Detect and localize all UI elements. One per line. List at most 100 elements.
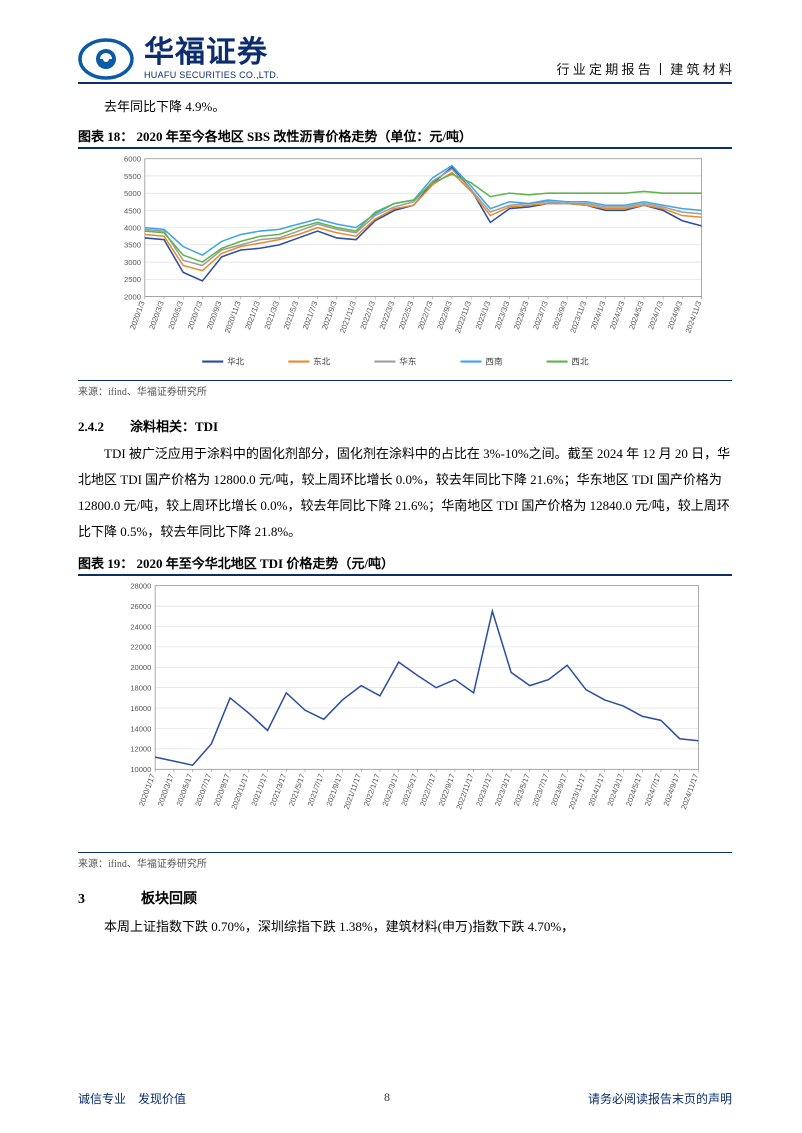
svg-text:4500: 4500	[124, 206, 141, 215]
svg-text:2020/7/3: 2020/7/3	[186, 300, 205, 331]
svg-text:18000: 18000	[130, 684, 151, 693]
section-2-4-2-heading: 2.4.2 涂料相关：TDI	[78, 416, 732, 435]
svg-text:2023/11/17: 2023/11/17	[567, 773, 588, 811]
svg-text:2023/7/17: 2023/7/17	[530, 773, 550, 808]
section-3-para: 本周上证指数下跌 0.70%，深圳综指下跌 1.38%，建筑材料(申万)指数下跌…	[78, 914, 732, 940]
svg-text:2023/9/17: 2023/9/17	[549, 773, 569, 808]
svg-text:2021/7/17: 2021/7/17	[306, 773, 326, 808]
svg-text:2020/1/17: 2020/1/17	[137, 773, 157, 808]
svg-text:2023/3/3: 2023/3/3	[493, 300, 512, 331]
svg-text:26000: 26000	[130, 602, 151, 611]
company-name-cn: 华福证券	[144, 38, 279, 68]
svg-text:2024/7/17: 2024/7/17	[643, 773, 663, 808]
svg-text:2022/11/17: 2022/11/17	[454, 773, 475, 811]
svg-text:2024/11/3: 2024/11/3	[684, 300, 704, 334]
svg-text:5000: 5000	[124, 189, 141, 198]
svg-text:2022/7/17: 2022/7/17	[418, 773, 438, 808]
svg-text:2023/9/3: 2023/9/3	[550, 300, 569, 331]
section-2-4-2-para: TDI 被广泛应用于涂料中的固化剂部分，固化剂在涂料中的占比在 3%-10%之间…	[78, 441, 732, 545]
footer-page: 8	[384, 1090, 390, 1107]
chart19-bot-rule	[78, 852, 732, 853]
svg-text:2020/11/3: 2020/11/3	[223, 300, 243, 334]
svg-text:2022/9/3: 2022/9/3	[435, 300, 454, 331]
svg-text:2022/11/3: 2022/11/3	[453, 300, 473, 334]
svg-text:2020/3/3: 2020/3/3	[147, 300, 166, 331]
svg-text:2023/1/17: 2023/1/17	[474, 773, 494, 808]
svg-text:2021/1/3: 2021/1/3	[243, 300, 262, 331]
svg-text:2024/1/17: 2024/1/17	[587, 773, 607, 808]
svg-text:2021/7/3: 2021/7/3	[301, 300, 320, 331]
chart19-source: 来源：ifind、华福证券研究所	[78, 855, 732, 870]
intro-line: 去年同比下降 4.9%。	[78, 94, 732, 120]
svg-text:2023/7/3: 2023/7/3	[531, 300, 550, 331]
svg-text:2023/5/17: 2023/5/17	[512, 773, 532, 808]
footer-right: 请务必阅读报告末页的声明	[588, 1090, 732, 1107]
svg-text:16000: 16000	[130, 704, 151, 713]
company-name-en: HUAFU SECURITIES CO.,LTD.	[144, 70, 279, 80]
svg-text:5500: 5500	[124, 172, 141, 181]
chart19: 1000012000140001600018000200002200024000…	[78, 580, 732, 850]
logo-block: 华福证券 HUAFU SECURITIES CO.,LTD.	[78, 38, 279, 80]
svg-text:华东: 华东	[399, 355, 417, 366]
svg-text:2021/9/3: 2021/9/3	[320, 300, 339, 331]
svg-text:2021/11/17: 2021/11/17	[342, 773, 363, 811]
svg-text:2021/5/3: 2021/5/3	[282, 300, 301, 331]
chart18-bot-rule	[78, 380, 732, 381]
chart19-title: 图表 19： 2020 年至今华北地区 TDI 价格走势（元/吨）	[78, 553, 732, 572]
svg-text:2021/11/3: 2021/11/3	[338, 300, 358, 334]
svg-text:2023/5/3: 2023/5/3	[512, 300, 531, 331]
svg-text:20000: 20000	[130, 663, 151, 672]
svg-text:2021/9/17: 2021/9/17	[324, 773, 344, 808]
svg-text:2024/3/3: 2024/3/3	[608, 300, 627, 331]
svg-text:22000: 22000	[130, 643, 151, 652]
svg-text:2024/9/17: 2024/9/17	[662, 773, 682, 808]
svg-text:2022/1/17: 2022/1/17	[362, 773, 382, 808]
svg-text:4000: 4000	[124, 223, 141, 232]
chart19-top-rule	[78, 574, 732, 576]
svg-text:2020/7/17: 2020/7/17	[193, 773, 213, 808]
svg-text:3000: 3000	[124, 258, 141, 267]
svg-text:2024/11/17: 2024/11/17	[679, 773, 700, 811]
header-rule	[78, 82, 732, 84]
svg-text:2022/7/3: 2022/7/3	[416, 300, 435, 331]
company-logo-icon	[78, 38, 134, 80]
svg-text:2023/3/17: 2023/3/17	[493, 773, 513, 808]
chart18-title: 图表 18： 2020 年至今各地区 SBS 改性沥青价格走势（单位：元/吨）	[78, 126, 732, 145]
svg-text:2500: 2500	[124, 275, 141, 284]
svg-text:东北: 东北	[313, 355, 331, 366]
svg-text:2021/5/17: 2021/5/17	[287, 773, 307, 808]
svg-text:24000: 24000	[130, 622, 151, 631]
header-right: 行 业 定 期 报 告 丨 建 筑 材 料	[556, 59, 732, 80]
svg-text:2024/1/3: 2024/1/3	[589, 300, 608, 331]
svg-text:2022/9/17: 2022/9/17	[437, 773, 457, 808]
svg-text:2024/7/3: 2024/7/3	[646, 300, 665, 331]
svg-text:2022/3/17: 2022/3/17	[381, 773, 401, 808]
svg-text:2020/5/3: 2020/5/3	[166, 300, 185, 331]
svg-text:28000: 28000	[130, 582, 151, 591]
svg-text:2024/5/3: 2024/5/3	[627, 300, 646, 331]
svg-text:2021/3/17: 2021/3/17	[268, 773, 288, 808]
chart18-source: 来源：ifind、华福证券研究所	[78, 383, 732, 398]
svg-text:2020/11/17: 2020/11/17	[229, 773, 250, 811]
page-footer: 诚信专业 发现价值 8 请务必阅读报告末页的声明	[0, 1090, 802, 1107]
footer-left: 诚信专业 发现价值	[78, 1090, 186, 1107]
svg-text:2020/9/3: 2020/9/3	[205, 300, 224, 331]
svg-text:12000: 12000	[130, 745, 151, 754]
svg-text:2021/3/3: 2021/3/3	[262, 300, 281, 331]
svg-text:2020/9/17: 2020/9/17	[212, 773, 232, 808]
svg-text:2023/1/3: 2023/1/3	[474, 300, 493, 331]
svg-text:2024/5/17: 2024/5/17	[624, 773, 644, 808]
svg-text:2020/1/3: 2020/1/3	[128, 300, 147, 331]
chart18-top-rule	[78, 147, 732, 149]
svg-text:西北: 西北	[571, 356, 589, 366]
svg-text:14000: 14000	[130, 724, 151, 733]
svg-text:2022/1/3: 2022/1/3	[358, 300, 377, 331]
page-header: 华福证券 HUAFU SECURITIES CO.,LTD. 行 业 定 期 报…	[78, 38, 732, 80]
section-3-heading: 3 板块回顾	[78, 888, 732, 908]
svg-text:3500: 3500	[124, 241, 141, 250]
svg-text:2023/11/3: 2023/11/3	[568, 300, 588, 334]
chart18: 2000250030003500400045005000550060002020…	[78, 153, 732, 378]
svg-text:2022/5/17: 2022/5/17	[399, 773, 419, 808]
svg-text:西南: 西南	[485, 355, 503, 366]
svg-text:2020/3/17: 2020/3/17	[156, 773, 176, 808]
